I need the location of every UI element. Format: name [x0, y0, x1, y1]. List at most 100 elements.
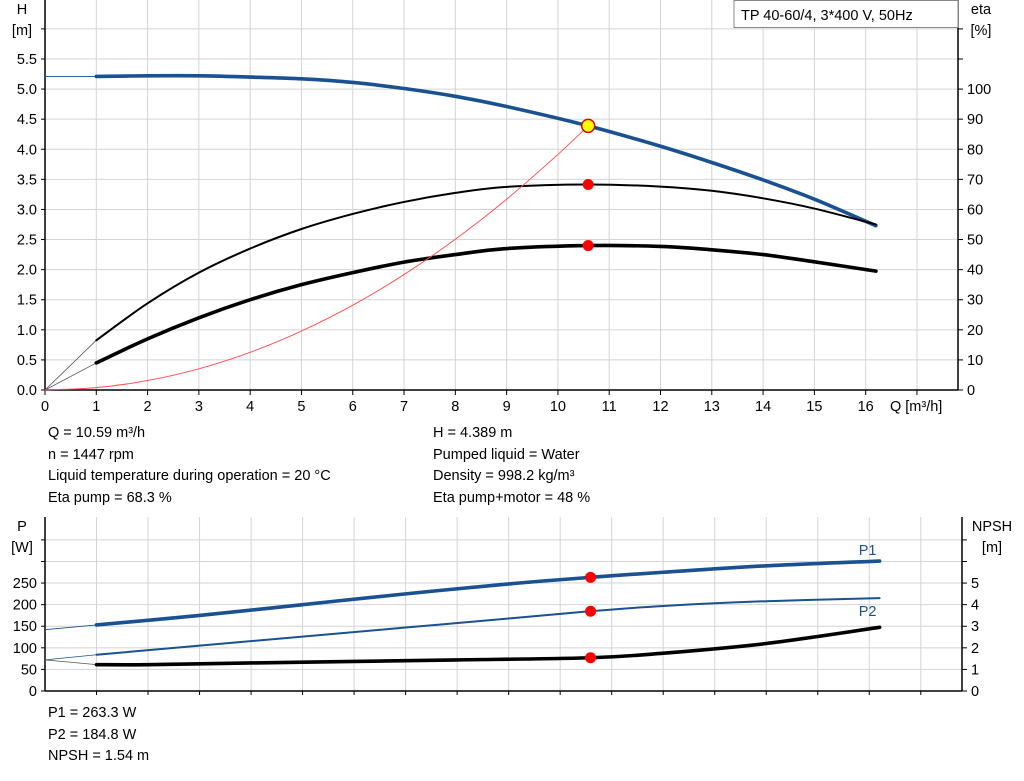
y-right-tick-label: 90: [967, 112, 983, 128]
y-left-tick-label: 50: [21, 662, 37, 678]
x-tick-label: 7: [400, 399, 408, 415]
y-right-tick-label: 20: [967, 323, 983, 339]
duty-marker-npsh: [585, 652, 597, 664]
y-left-tick-label: 0.0: [17, 383, 37, 399]
power-npsh-chart: [41, 517, 967, 695]
x-tick-label: 3: [195, 399, 203, 415]
series-line-2: [94, 243, 878, 365]
info-head: H = 4.389 m: [433, 425, 513, 441]
info-npsh: NPSH = 1.54 m: [48, 748, 150, 765]
p2-series-line-1: [95, 597, 881, 656]
y-right-tick-label: 10: [967, 353, 983, 369]
duty-point-marker: [580, 118, 596, 134]
y-left-axis-unit: [W]: [11, 540, 33, 556]
series-extension: [44, 659, 97, 666]
x-tick-label: 11: [602, 399, 617, 415]
y-right-axis-label: eta: [971, 2, 992, 18]
duty-marker-eta-pump: [582, 178, 594, 190]
x-tick-label: 9: [503, 399, 511, 415]
duty-marker-p1: [585, 571, 597, 583]
series-line-3: [44, 125, 589, 391]
legend-text: TP 40-60/4, 3*400 V, 50Hz: [741, 8, 913, 24]
x-tick-label: 4: [246, 399, 254, 415]
y-right-tick-label: 100: [967, 82, 991, 98]
y-right-tick-label: 40: [967, 263, 983, 279]
y-left-axis-label: H: [17, 2, 27, 18]
duty-info-right: H = 4.389 m Pumped liquid = Water Densit…: [433, 423, 590, 510]
y-left-axis-unit: [m]: [12, 23, 32, 39]
y-right-tick-label: 0: [967, 383, 975, 399]
series-label-p1: P1: [859, 543, 877, 559]
duty-info-power: P1 = 263.3 W P2 = 184.8 W NPSH = 1.54 m: [48, 703, 149, 768]
y-right-tick-label: 5: [971, 576, 979, 592]
y-right-tick-label: 30: [967, 293, 983, 309]
y-right-tick-label: 2: [971, 641, 979, 657]
y-left-tick-label: 3.0: [17, 202, 37, 218]
x-tick-label: 12: [652, 399, 668, 415]
x-tick-label: 1: [92, 399, 100, 415]
duty-info-left: Q = 10.59 m³/h n = 1447 rpm Liquid tempe…: [48, 423, 331, 510]
y-left-tick-label: 4.0: [17, 142, 37, 158]
y-left-tick-label: 200: [13, 598, 37, 614]
info-p1: P1 = 263.3 W: [48, 705, 137, 721]
y-left-tick-label: 100: [13, 641, 37, 657]
y-right-tick-label: 60: [967, 202, 983, 218]
series-line-0: [94, 73, 878, 228]
y-right-tick-label: 0: [971, 684, 979, 700]
x-tick-label: 14: [755, 399, 771, 415]
y-left-axis-label: P: [17, 519, 27, 535]
y-right-tick-label: 70: [967, 172, 983, 188]
info-eta-pump: Eta pump = 68.3 %: [48, 490, 172, 507]
x-tick-label: 13: [704, 399, 720, 415]
y-right-tick-label: 4: [971, 598, 979, 614]
x-tick-label: 6: [349, 399, 357, 415]
p1-series-line-0: [94, 559, 882, 627]
x-axis-label: Q [m³/h]: [890, 399, 942, 415]
info-temperature: Liquid temperature during operation = 20…: [48, 468, 331, 485]
x-tick-label: 16: [858, 399, 874, 415]
y-left-tick-label: 0: [29, 684, 37, 700]
y-left-tick-label: 150: [13, 619, 37, 635]
x-tick-label: 2: [144, 399, 152, 415]
y-right-axis-label: NPSH: [972, 519, 1012, 535]
x-tick-label: 8: [451, 399, 459, 415]
y-left-tick-label: 1.0: [17, 323, 37, 339]
y-left-tick-label: 4.5: [17, 112, 37, 128]
series-extension: [44, 362, 97, 391]
series-extension: [44, 624, 97, 631]
y-left-tick-label: 2.5: [17, 233, 37, 249]
head-efficiency-chart: [41, 0, 963, 395]
y-right-tick-label: 50: [967, 233, 983, 249]
x-tick-label: 5: [297, 399, 305, 415]
duty-marker-eta-total: [582, 240, 594, 252]
y-left-tick-label: 5.5: [17, 52, 37, 68]
y-right-axis-unit: [m]: [982, 540, 1002, 556]
y-left-tick-label: 250: [13, 576, 37, 592]
y-left-tick-label: 3.5: [17, 172, 37, 188]
series-extension: [44, 340, 97, 391]
series-extension: [44, 654, 97, 661]
legend-box: [733, 0, 959, 28]
info-speed: n = 1447 rpm: [48, 446, 134, 463]
duty-marker-p2: [585, 605, 597, 617]
y-left-tick-label: 2.0: [17, 263, 37, 279]
info-eta-total: Eta pump+motor = 48 %: [433, 490, 591, 507]
series-line-2: [94, 625, 882, 667]
info-p2: P2 = 184.8 W: [48, 726, 137, 743]
y-right-tick-label: 3: [971, 619, 979, 635]
x-tick-label: 0: [41, 399, 49, 415]
info-flow: Q = 10.59 m³/h: [48, 425, 146, 441]
y-right-tick-label: 80: [967, 142, 983, 158]
series-label-p2: P2: [859, 604, 877, 620]
x-tick-label: 10: [550, 399, 566, 415]
y-left-tick-label: 0.5: [17, 353, 37, 369]
series-line-1: [95, 183, 877, 342]
y-right-tick-label: 1: [971, 662, 979, 678]
y-left-tick-label: 5.0: [17, 82, 37, 98]
info-density: Density = 998.2 kg/m³: [433, 468, 575, 485]
x-tick-label: 15: [806, 399, 822, 415]
info-liquid: Pumped liquid = Water: [433, 446, 580, 463]
y-left-tick-label: 1.5: [17, 293, 37, 309]
y-right-axis-unit: [%]: [971, 23, 992, 39]
